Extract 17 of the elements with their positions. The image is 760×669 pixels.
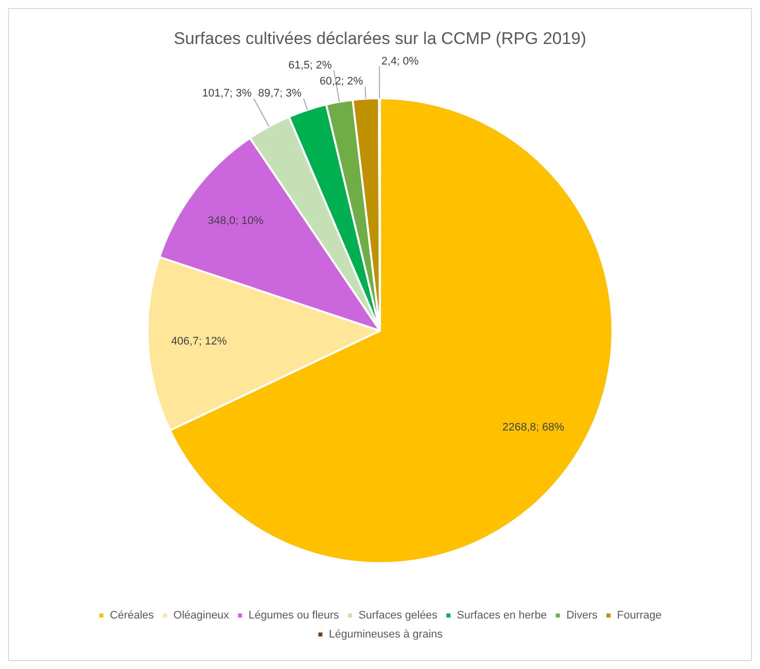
legend-label: Fourrage [616, 610, 662, 622]
legend-label: Surfaces gelées [358, 610, 438, 622]
legend-label: Divers [566, 610, 598, 622]
data-label: 60,2; 2% [320, 76, 364, 88]
legend-label: Légumes ou fleurs [248, 610, 340, 622]
data-label: 61,5; 2% [288, 59, 332, 72]
legend-label: Légumineuses à grains [328, 628, 444, 641]
data-label: 2268,8; 68% [502, 422, 564, 434]
data-label: 89,7; 3% [258, 88, 302, 100]
data-label: 101,7; 3% [202, 87, 252, 100]
legend-label: Oléagineux [173, 610, 230, 622]
legend-label: Surfaces en herbe [456, 610, 547, 622]
chart-title: Surfaces cultivées déclarées sur la CCMP (RPG 2019) [174, 28, 586, 48]
data-label: 348,0; 10% [208, 215, 264, 228]
data-label: 2,4; 0% [381, 55, 419, 68]
data-label: 406,7; 12% [171, 336, 228, 348]
legend-label: Céréales [110, 610, 154, 622]
